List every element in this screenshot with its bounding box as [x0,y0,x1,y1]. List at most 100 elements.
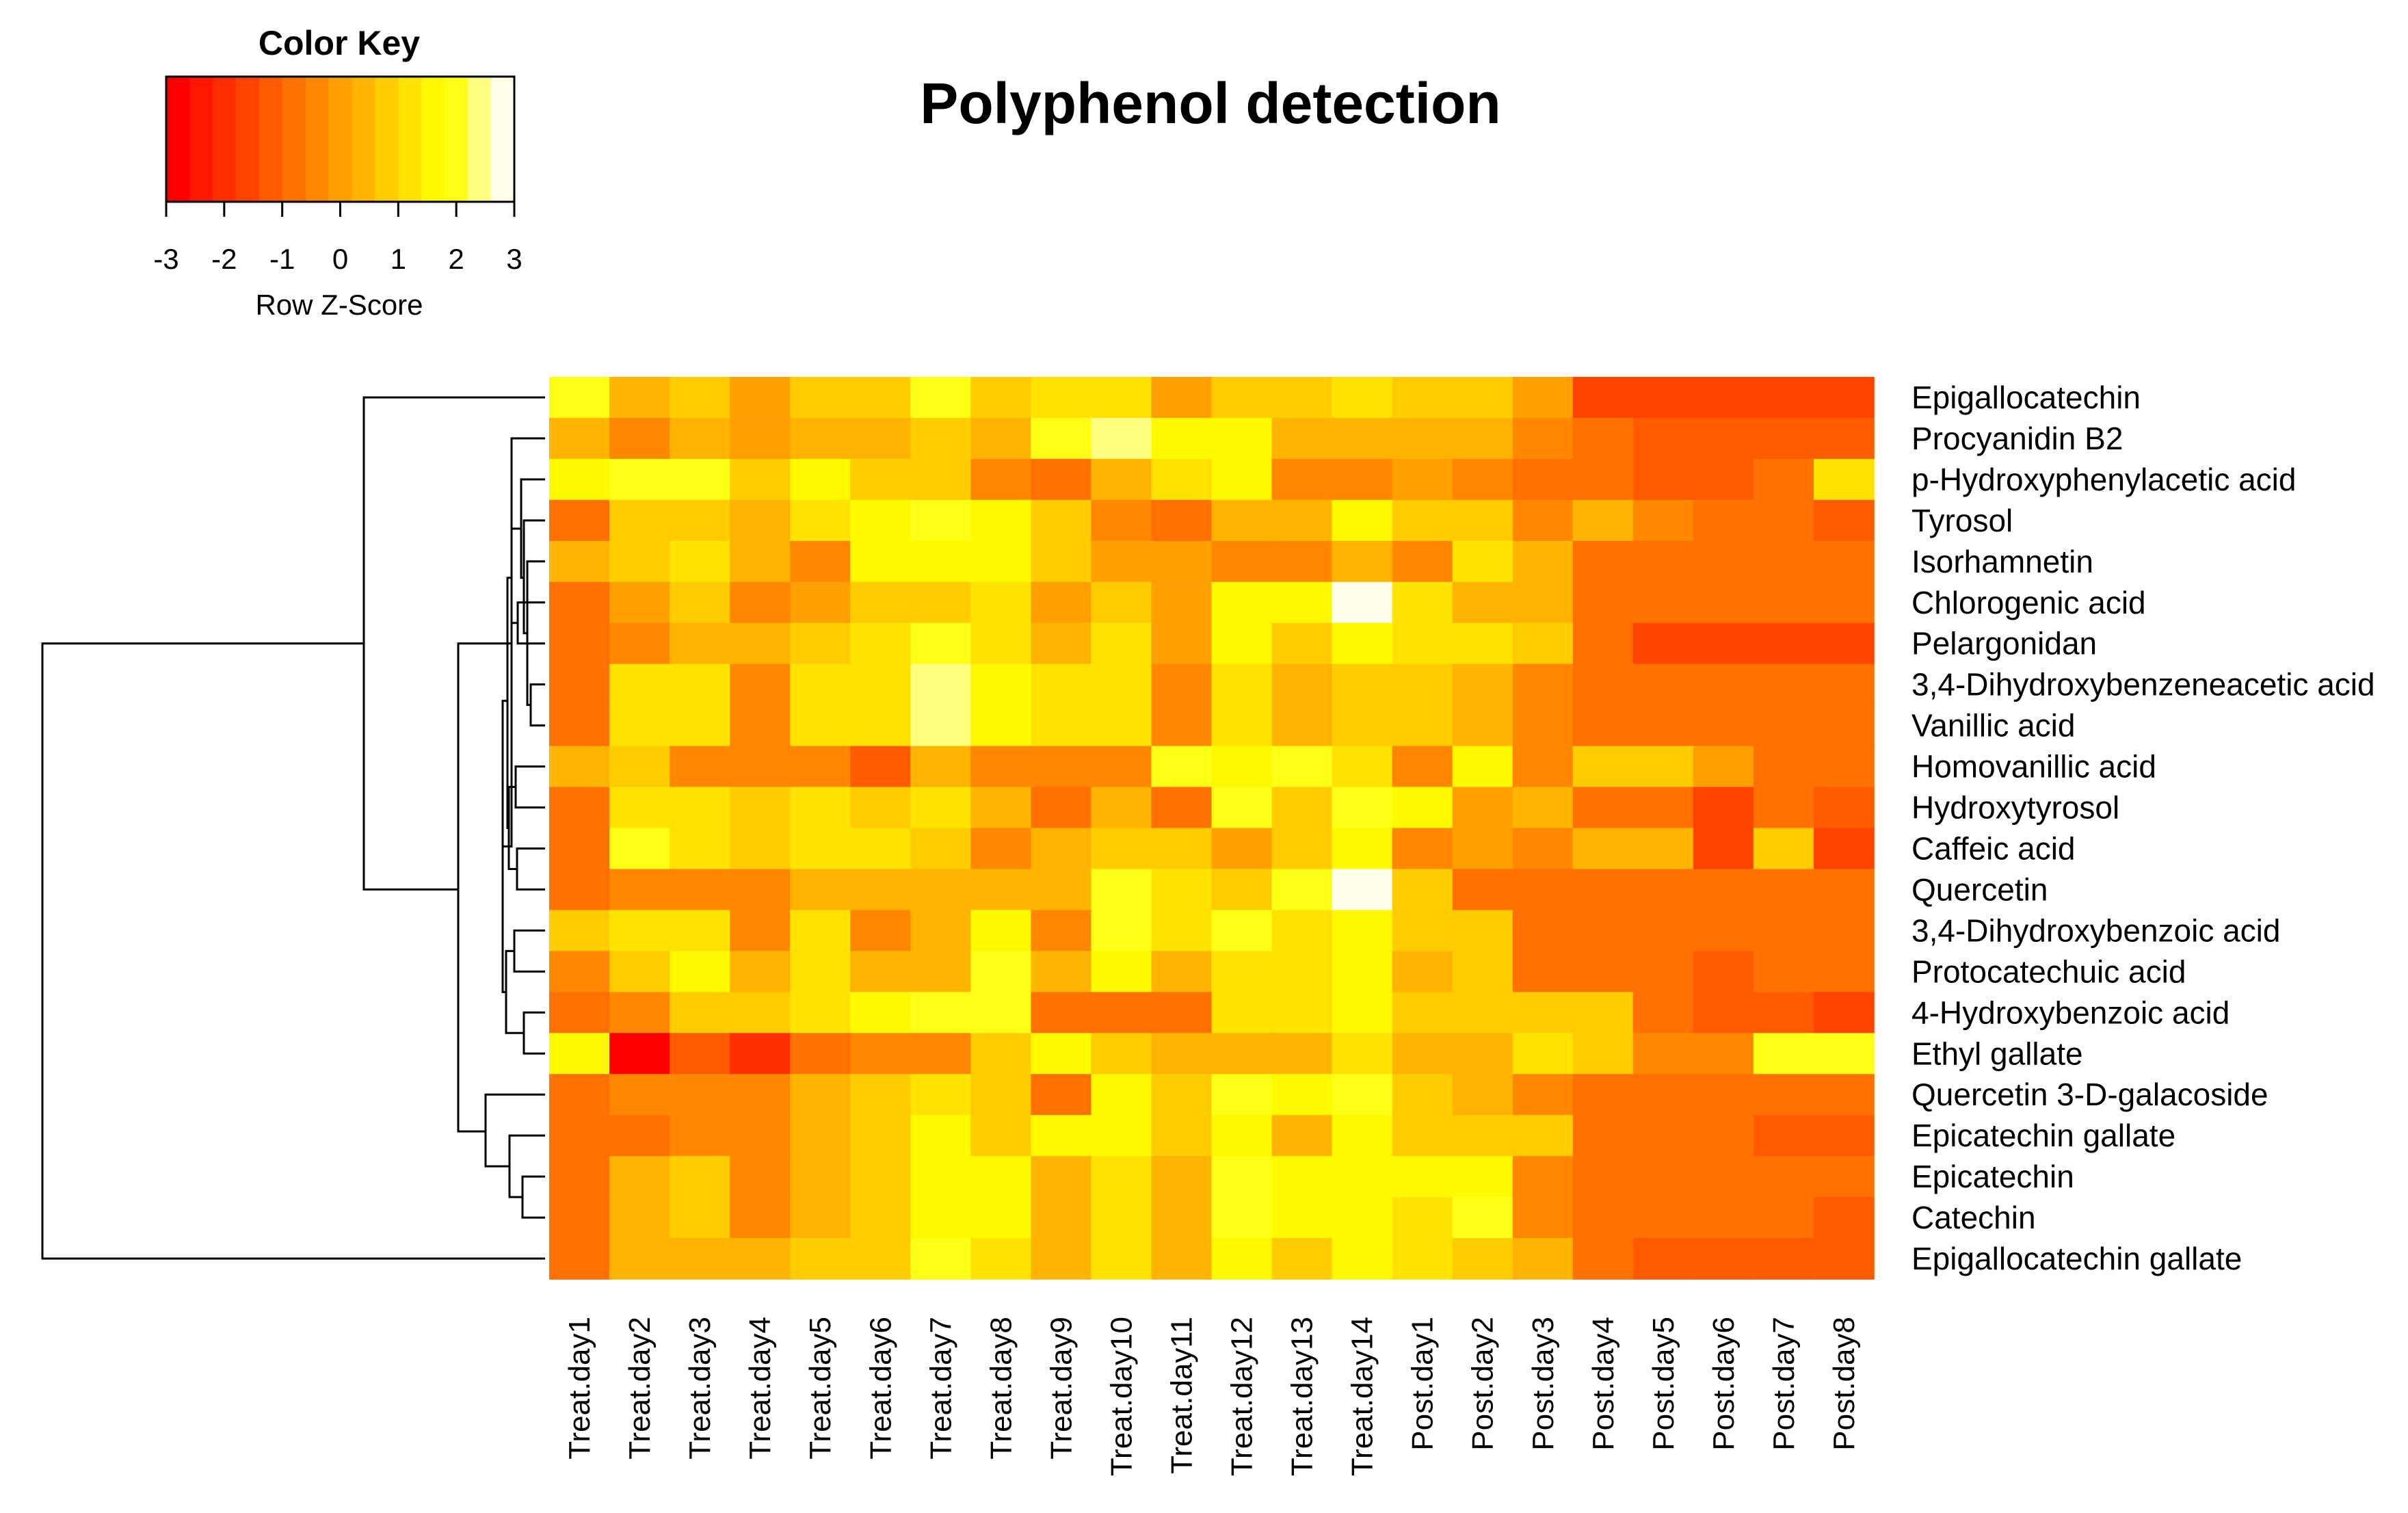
heatmap-cell [730,1033,791,1075]
heatmap-cell [1332,1115,1393,1157]
heatmap-cell [730,828,791,870]
heatmap-cell [790,1156,851,1198]
color-key-swatch [328,77,353,202]
heatmap-cell [730,499,791,542]
heatmap-cell [1031,951,1092,993]
heatmap-cell [1031,622,1092,665]
heatmap-cell [1452,377,1513,419]
heatmap-cell [1031,417,1092,460]
heatmap-cell [1813,1074,1875,1116]
heatmap-cell [1512,1115,1574,1157]
heatmap-cell [1753,581,1814,624]
heatmap-cell [910,992,972,1034]
color-key-tick-label: 2 [448,243,464,275]
heatmap-cell [670,1115,730,1157]
heatmap-cell [1031,705,1092,747]
heatmap-cell [1693,828,1754,870]
heatmap-cell [970,910,1032,952]
color-key-swatch [235,77,260,202]
heatmap-cell [1211,458,1273,501]
heatmap-cell [1151,1238,1213,1280]
heatmap-cell [670,1238,730,1280]
column-label: Treat.day13 [1286,1317,1319,1476]
heatmap-cell [730,910,791,952]
heatmap-cell [670,992,730,1034]
heatmap-cell [1091,1238,1152,1280]
heatmap-cell [1572,910,1634,952]
heatmap-cell [1091,458,1152,501]
heatmap-cell [1392,540,1453,583]
heatmap-cell [1813,417,1875,460]
heatmap-cell [1211,622,1273,665]
heatmap-cell [1151,417,1213,460]
heatmap-cell [910,581,972,624]
heatmap-cell [970,951,1032,993]
row-label: Epicatechin [1911,1159,2074,1194]
heatmap-cell [730,377,791,419]
heatmap-cell [1332,705,1393,747]
heatmap-cell [1151,787,1213,829]
heatmap-cell [1632,705,1694,747]
heatmap-cell [1031,1115,1092,1157]
heatmap-cell [1271,869,1333,911]
heatmap-cell [1632,377,1694,419]
color-key-tick-label: 1 [391,243,406,275]
heatmap-cell [910,1238,972,1280]
row-label: Caffeic acid [1911,830,2076,866]
column-label: Treat.day10 [1104,1317,1138,1476]
heatmap-cell [1392,377,1453,419]
heatmap-cell [1693,910,1754,952]
color-key-swatch [421,77,445,202]
heatmap-cell [1813,377,1875,419]
heatmap-cell [670,951,730,993]
heatmap-cell [670,828,730,870]
heatmap-cell [1211,787,1273,829]
heatmap-cell [730,458,791,501]
heatmap-cell [1271,1074,1333,1116]
heatmap-cell [1392,951,1453,993]
dendrogram-branch [508,1134,545,1198]
heatmap-cell [850,869,912,911]
heatmap-cell [1332,377,1393,419]
heatmap-cell [1632,1115,1694,1157]
heatmap-cell [1693,787,1754,829]
heatmap-cell [1392,787,1453,829]
heatmap-cell [1211,992,1273,1034]
row-label: 4-Hydroxybenzoic acid [1911,995,2230,1030]
heatmap-cell [1753,1074,1814,1116]
heatmap-cell [1632,1074,1694,1116]
heatmap-cell [1512,1033,1574,1075]
heatmap-cell [1151,540,1213,583]
heatmap-cell [1392,869,1453,911]
heatmap-cell [549,1156,610,1198]
heatmap-cell [1091,1197,1152,1239]
heatmap-cell [1332,581,1393,624]
color-key-swatch [375,77,399,202]
heatmap-cell [609,581,670,624]
heatmap-cell [1632,787,1694,829]
heatmap-cell [1813,1238,1875,1280]
heatmap-cell [1091,1033,1152,1075]
heatmap-cell [1813,540,1875,583]
heatmap-cell [1753,1115,1814,1157]
heatmap-cell [790,540,851,583]
column-label: Treat.day5 [804,1317,837,1460]
row-label: Epicatechin gallate [1911,1118,2175,1153]
heatmap-cell [850,951,912,993]
heatmap-cell [1332,663,1393,706]
color-key-tick-label: -1 [269,243,295,275]
heatmap-cell [1452,951,1513,993]
heatmap-cell [1332,910,1393,952]
heatmap-cell [1091,581,1152,624]
heatmap-cell [1392,1033,1453,1075]
heatmap-cell [670,1156,730,1198]
heatmap-cell [730,787,791,829]
heatmap-cell [1753,417,1814,460]
heatmap-cell [1753,910,1814,952]
heatmap-cell [790,1238,851,1280]
heatmap-cell [1271,910,1333,952]
heatmap-cell [850,1197,912,1239]
column-label: Treat.day8 [984,1317,1018,1460]
heatmap-cell [790,581,851,624]
heatmap-cell [1332,1238,1393,1280]
